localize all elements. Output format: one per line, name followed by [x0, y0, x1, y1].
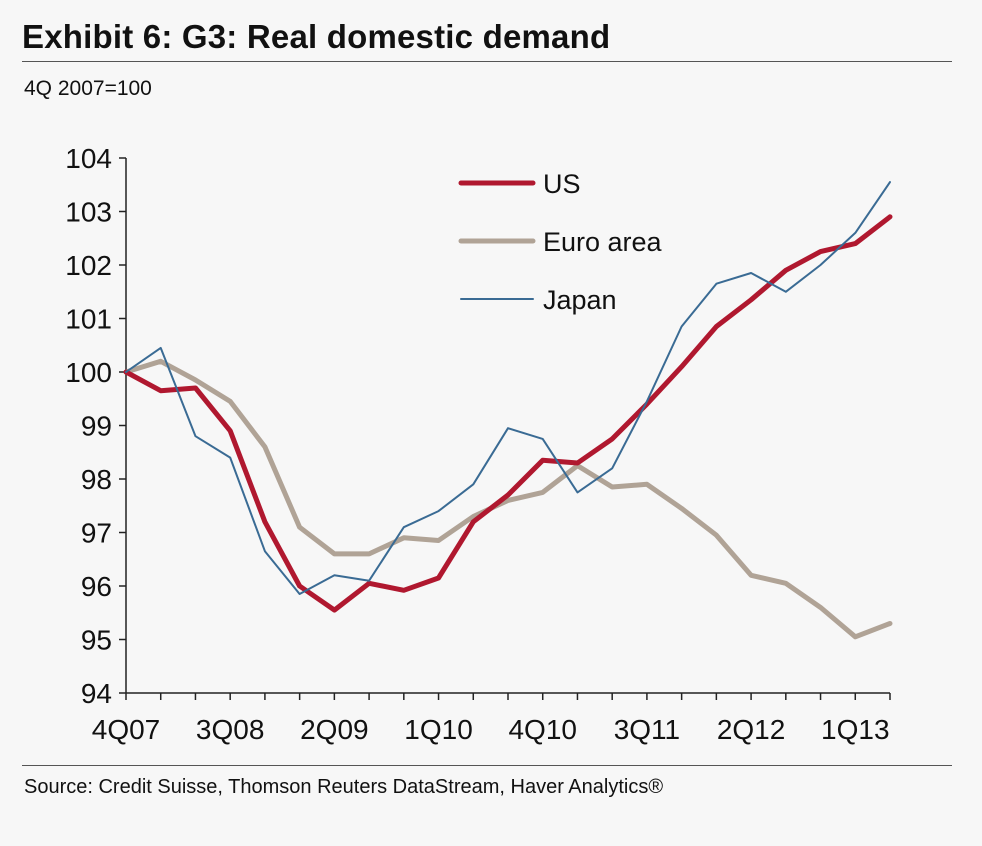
x-tick-label: 2Q09 [300, 714, 369, 745]
x-tick-label: 3Q11 [614, 714, 680, 745]
x-tick-label: 3Q08 [196, 714, 265, 745]
source-divider [22, 765, 952, 766]
source-note: Source: Credit Suisse, Thomson Reuters D… [24, 776, 664, 798]
series-line-euro-area [123, 358, 893, 640]
chart-series [123, 181, 893, 640]
y-tick-label: 101 [65, 304, 112, 335]
chart-legend: US Euro area Japan [458, 169, 663, 315]
legend-label: US [543, 169, 581, 199]
series-line-us [123, 214, 893, 613]
x-tick-label: 2Q12 [717, 714, 786, 745]
y-tick-label: 96 [81, 571, 112, 602]
legend-label: Japan [543, 285, 617, 315]
y-tick-label: 94 [81, 678, 112, 709]
y-tick-label: 102 [65, 250, 112, 281]
chart-subtitle: 4Q 2007=100 [24, 77, 152, 100]
legend-label: Euro area [543, 227, 663, 257]
x-tick-label: 4Q07 [92, 714, 161, 745]
y-tick-label: 97 [81, 518, 112, 549]
x-tick-label: 1Q10 [404, 714, 473, 745]
y-tick-label: 99 [81, 411, 112, 442]
series-line-japan [125, 181, 891, 595]
chart-axes: 94 95 96 97 98 99 100 101 102 103 104 4Q07 3Q08 2Q09 1… [65, 143, 891, 745]
title-divider [22, 61, 952, 62]
y-tick-label: 95 [81, 625, 112, 656]
y-tick-label: 103 [65, 197, 112, 228]
x-tick-label: 1Q13 [821, 714, 890, 745]
y-tick-label: 100 [65, 357, 112, 388]
y-tick-label: 98 [81, 464, 112, 495]
x-tick-label: 4Q10 [508, 714, 577, 745]
y-tick-label: 104 [65, 143, 112, 174]
chart-title: Exhibit 6: G3: Real domestic demand [22, 18, 611, 55]
